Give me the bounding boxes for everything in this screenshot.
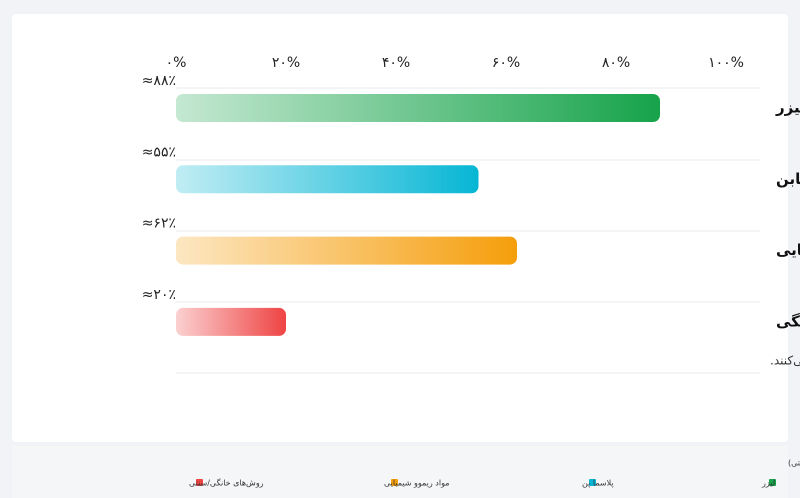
category-label: خانگی bbox=[776, 312, 800, 330]
caption: نمودار مقایسهٔ اثربخشی نسبی روش‌ها (لیزر… bbox=[788, 458, 800, 468]
x-tick-label: ۶۰% bbox=[492, 55, 520, 71]
legend-label: مواد ریموو شیمیایی bbox=[384, 479, 450, 488]
bar bbox=[176, 307, 286, 336]
x-tick-label: ۰% bbox=[166, 55, 187, 71]
bar bbox=[176, 94, 660, 122]
legend-swatch bbox=[769, 479, 776, 486]
legend-label: پلاسما پن bbox=[582, 479, 614, 488]
legend-label: لیزر bbox=[761, 479, 775, 488]
x-tick-label: ۴۰% bbox=[382, 55, 410, 71]
category-label: پلاسمابن bbox=[776, 170, 800, 189]
legend-label: روش‌های خانگی/سنتی bbox=[189, 478, 264, 488]
card bbox=[12, 14, 788, 442]
category-label: مواد شیمیایی bbox=[776, 241, 800, 259]
x-tick-label: ۲۰% bbox=[272, 55, 300, 71]
legend-swatch bbox=[196, 479, 203, 486]
note: اعداد تقریبی‌اند و بسته به نوع رنگ‌دانه،… bbox=[770, 354, 800, 369]
value-label: ≈۵۵٪ bbox=[142, 144, 176, 160]
bar bbox=[176, 165, 479, 194]
value-label: ≈۶۲٪ bbox=[142, 216, 176, 232]
x-tick-label: ۱۰۰% bbox=[708, 55, 744, 71]
footer-panel bbox=[12, 446, 788, 498]
value-label: ≈۲۰٪ bbox=[142, 287, 176, 303]
bar bbox=[176, 236, 517, 265]
x-tick-label: ۸۰% bbox=[602, 55, 630, 71]
category-label: لیزر bbox=[775, 99, 800, 117]
legend-swatch bbox=[391, 479, 398, 486]
legend-swatch bbox=[589, 479, 596, 486]
separators bbox=[176, 87, 760, 374]
value-label: ≈۸۸٪ bbox=[142, 73, 176, 89]
